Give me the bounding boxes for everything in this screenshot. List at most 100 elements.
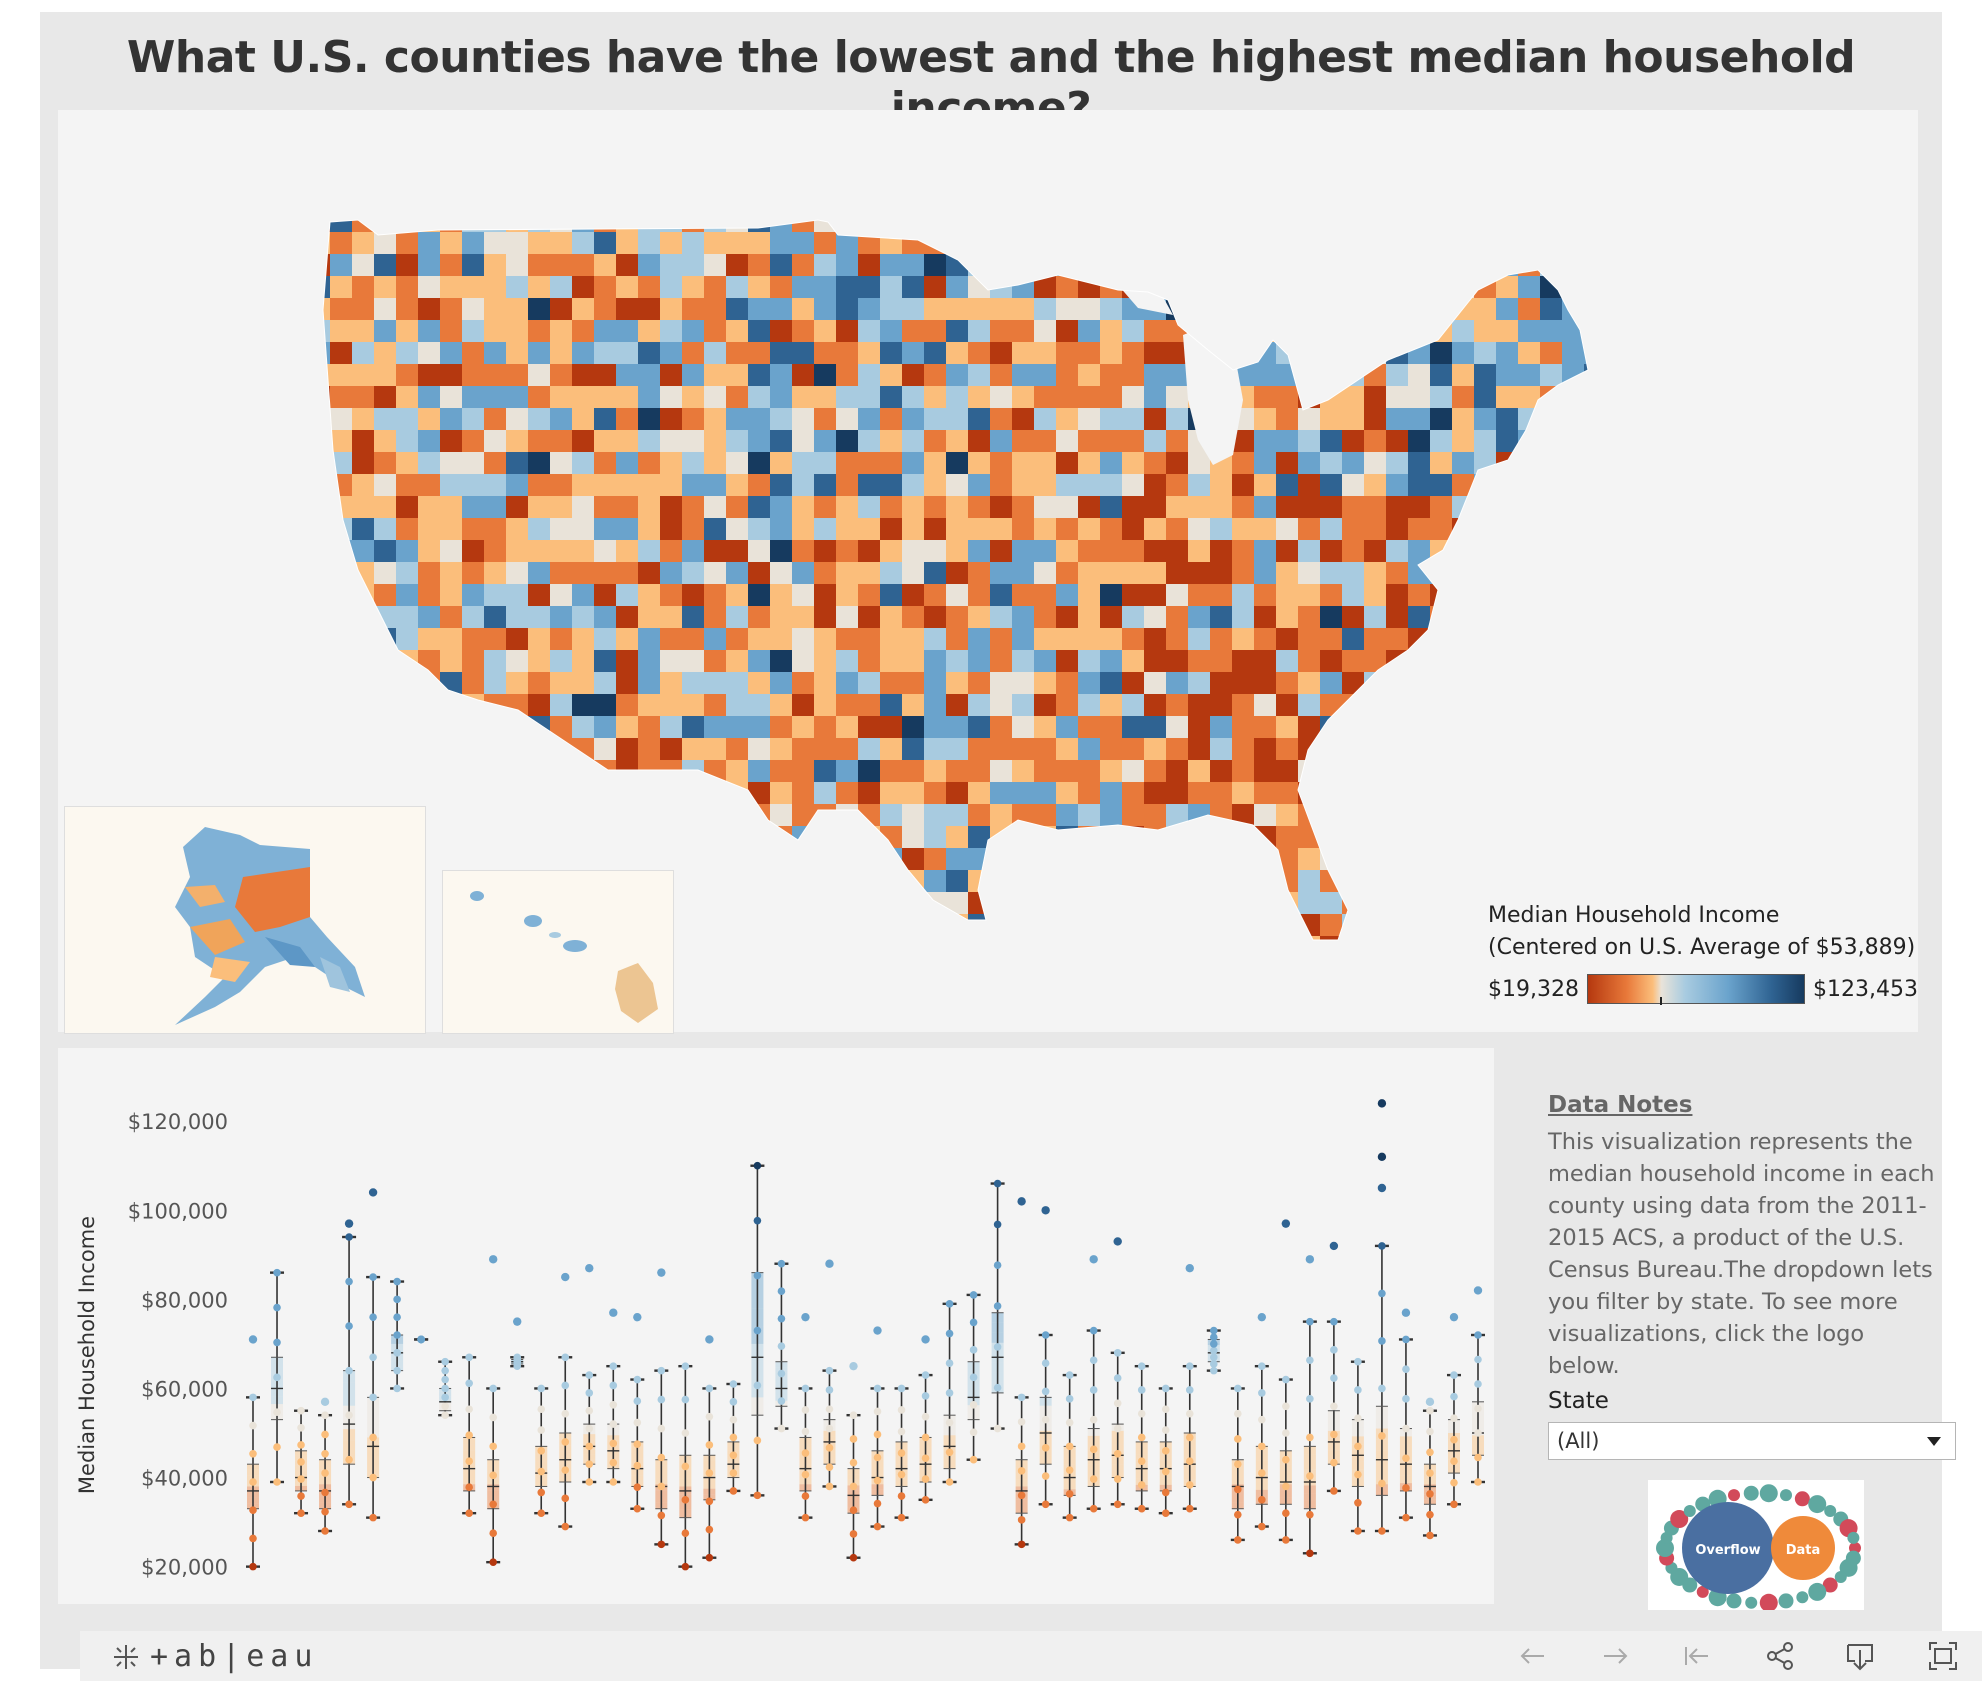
county-cell[interactable]	[1518, 540, 1541, 563]
county-cell[interactable]	[1100, 782, 1123, 805]
county-cell[interactable]	[1188, 650, 1211, 673]
county-point[interactable]	[321, 1507, 329, 1516]
county-cell[interactable]	[836, 892, 877, 933]
outlier-point[interactable]	[705, 1335, 714, 1344]
county-cell[interactable]	[1012, 452, 1035, 475]
county-cell[interactable]	[1254, 628, 1277, 651]
county-cell[interactable]	[1386, 254, 1409, 277]
county-cell[interactable]	[1408, 936, 1431, 959]
county-cell[interactable]	[1144, 452, 1167, 475]
box-group[interactable]	[1110, 1237, 1125, 1509]
county-cell[interactable]	[1320, 826, 1343, 849]
county-cell[interactable]	[1232, 606, 1255, 629]
county-cell[interactable]	[1056, 496, 1079, 519]
county-point[interactable]	[561, 1381, 570, 1390]
outlier-point[interactable]	[1041, 1206, 1050, 1215]
county-point[interactable]	[849, 1530, 858, 1538]
county-cell[interactable]	[1144, 606, 1167, 629]
county-cell[interactable]	[1056, 320, 1079, 343]
county-cell[interactable]	[1254, 364, 1277, 387]
county-point[interactable]	[297, 1492, 305, 1500]
county-cell[interactable]	[1232, 694, 1255, 717]
county-cell[interactable]	[352, 694, 393, 735]
county-cell[interactable]	[1408, 276, 1431, 299]
county-cell[interactable]	[990, 210, 1013, 233]
county-cell[interactable]	[1430, 254, 1453, 277]
county-point[interactable]	[1209, 1353, 1218, 1362]
county-point[interactable]	[897, 1406, 906, 1414]
box-group[interactable]	[846, 1361, 861, 1562]
county-point[interactable]	[753, 1216, 762, 1225]
county-cell[interactable]	[1034, 760, 1057, 783]
county-cell[interactable]	[1452, 892, 1475, 915]
county-point[interactable]	[825, 1463, 834, 1471]
county-cell[interactable]	[1452, 826, 1475, 849]
tableau-brand[interactable]: +ab|eau	[110, 1639, 318, 1674]
county-cell[interactable]	[1474, 672, 1497, 695]
county-point[interactable]	[1258, 1496, 1266, 1504]
county-cell[interactable]	[1166, 342, 1189, 365]
county-cell[interactable]	[1540, 694, 1563, 717]
county-cell[interactable]	[1408, 826, 1431, 849]
county-cell[interactable]	[1430, 892, 1453, 915]
box-group[interactable]	[1038, 1206, 1053, 1509]
county-cell[interactable]	[1430, 540, 1453, 563]
county-cell[interactable]	[968, 694, 991, 717]
county-point[interactable]	[753, 1326, 762, 1335]
county-cell[interactable]	[638, 804, 679, 845]
county-cell[interactable]	[1496, 364, 1519, 387]
county-cell[interactable]	[1144, 386, 1167, 409]
county-cell[interactable]	[1012, 826, 1035, 849]
county-point[interactable]	[609, 1381, 618, 1390]
county-cell[interactable]	[1188, 628, 1211, 651]
county-cell[interactable]	[1518, 782, 1541, 805]
county-cell[interactable]	[1518, 342, 1541, 365]
county-cell[interactable]	[1144, 408, 1167, 431]
county-cell[interactable]	[1232, 650, 1255, 673]
county-cell[interactable]	[1518, 518, 1541, 541]
county-cell[interactable]	[1342, 936, 1365, 959]
county-cell[interactable]	[484, 760, 525, 801]
county-cell[interactable]	[308, 606, 349, 647]
county-point[interactable]	[753, 1161, 762, 1170]
county-cell[interactable]	[1364, 760, 1387, 783]
county-cell[interactable]	[1210, 496, 1233, 519]
county-cell[interactable]	[1518, 848, 1541, 871]
county-point[interactable]	[1017, 1442, 1026, 1451]
county-cell[interactable]	[1474, 716, 1497, 739]
county-point[interactable]	[1209, 1346, 1218, 1355]
county-point[interactable]	[585, 1371, 594, 1379]
county-cell[interactable]	[1364, 298, 1387, 321]
county-cell[interactable]	[1232, 210, 1255, 233]
county-cell[interactable]	[1408, 804, 1431, 827]
county-cell[interactable]	[1496, 606, 1519, 629]
county-cell[interactable]	[858, 936, 899, 977]
county-cell[interactable]	[352, 716, 393, 757]
county-cell[interactable]	[1496, 518, 1519, 541]
county-cell[interactable]	[990, 364, 1013, 387]
county-cell[interactable]	[1342, 606, 1365, 629]
county-cell[interactable]	[1232, 782, 1255, 805]
county-cell[interactable]	[1276, 232, 1299, 255]
county-cell[interactable]	[1320, 672, 1343, 695]
county-point[interactable]	[681, 1562, 690, 1571]
box-group[interactable]	[558, 1272, 573, 1531]
county-cell[interactable]	[1100, 716, 1123, 739]
county-point[interactable]	[1041, 1472, 1050, 1480]
county-point[interactable]	[1089, 1504, 1098, 1513]
county-cell[interactable]	[990, 298, 1013, 321]
county-cell[interactable]	[968, 606, 991, 629]
county-cell[interactable]	[1034, 430, 1057, 453]
county-point[interactable]	[945, 1300, 954, 1308]
county-cell[interactable]	[1474, 276, 1497, 299]
county-point[interactable]	[1426, 1531, 1434, 1540]
county-cell[interactable]	[1298, 452, 1321, 475]
box-group[interactable]	[1086, 1255, 1101, 1513]
county-cell[interactable]	[616, 804, 657, 845]
county-cell[interactable]	[682, 826, 723, 867]
county-cell[interactable]	[1188, 694, 1211, 717]
box-group[interactable]	[966, 1291, 981, 1464]
county-cell[interactable]	[308, 628, 349, 669]
county-cell[interactable]	[1276, 320, 1299, 343]
county-cell[interactable]	[1364, 254, 1387, 277]
